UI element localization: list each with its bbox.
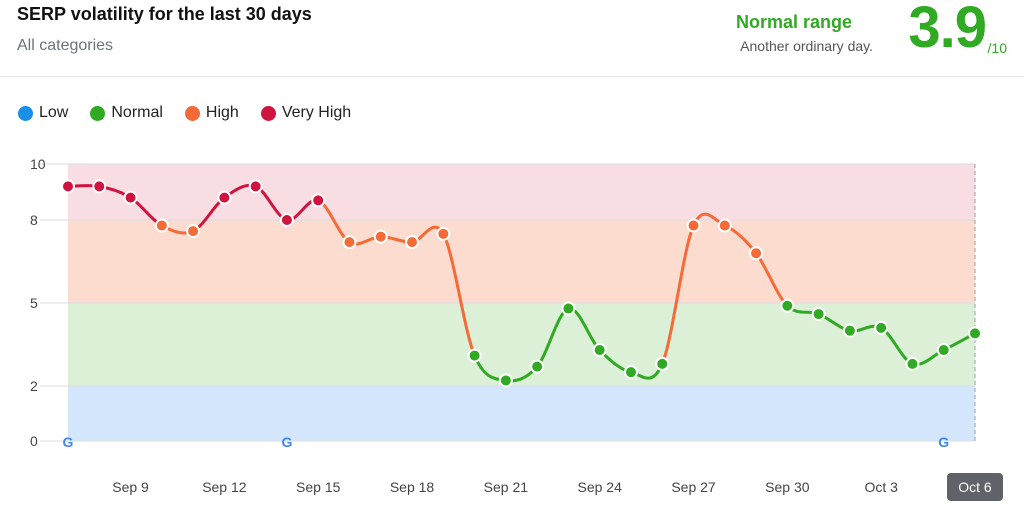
x-tick-label: Sep 24 [578, 479, 623, 495]
legend-item-normal[interactable]: Normal [90, 104, 163, 122]
data-point [936, 343, 951, 358]
data-point [186, 224, 201, 239]
x-tick-label: Sep 15 [296, 479, 341, 495]
data-point [123, 190, 138, 205]
data-point [467, 348, 482, 363]
data-point [154, 218, 169, 233]
header: SERP volatility for the last 30 days All… [0, 0, 1024, 77]
category-filter[interactable]: All categories [17, 37, 114, 54]
data-point [780, 298, 795, 313]
volatility-chart: 0 2 5 8 10 G G G Sep 9 Sep 12 Sep 15 Sep 18 Sep 21 Se… [30, 156, 1003, 501]
range-label: Normal range [735, 12, 852, 32]
y-tick-label: 8 [30, 212, 38, 228]
data-point [92, 179, 107, 194]
data-point [623, 365, 638, 380]
volatility-score: 3.9 [908, 0, 987, 60]
data-point [217, 190, 232, 205]
range-description: Another ordinary day. [740, 38, 873, 54]
data-point [342, 235, 357, 250]
x-tick-label: Sep 18 [390, 479, 435, 495]
data-point [686, 218, 701, 233]
data-point [561, 301, 576, 316]
google-update-icon: G [63, 434, 74, 450]
score-max: /10 [987, 40, 1007, 56]
legend-dot-icon [18, 105, 33, 121]
google-update-icon: G [281, 434, 292, 450]
band-normal [68, 303, 975, 386]
data-point [968, 326, 982, 341]
data-point [874, 320, 889, 335]
x-tick-label: Oct 6 [958, 479, 992, 495]
band-high [68, 220, 975, 303]
data-point [311, 193, 326, 208]
legend: Low Normal High Very High [18, 104, 351, 122]
data-point [436, 226, 451, 241]
y-tick-label: 0 [30, 433, 38, 449]
legend-item-low[interactable]: Low [18, 104, 68, 122]
data-point [905, 356, 920, 371]
y-tick-label: 2 [30, 378, 38, 394]
data-point [498, 373, 513, 388]
legend-label: High [205, 104, 239, 121]
data-point [592, 343, 607, 358]
x-tick-label: Sep 27 [671, 479, 716, 495]
series-line-segment [441, 232, 477, 358]
x-label-highlight [947, 473, 1003, 501]
data-point [530, 359, 545, 374]
data-point [842, 323, 857, 338]
legend-label: Normal [111, 104, 163, 121]
legend-label: Very High [281, 104, 352, 121]
legend-item-high[interactable]: High [184, 104, 239, 122]
band-very-high [68, 164, 975, 220]
chart-title: SERP volatility for the last 30 days [17, 4, 312, 24]
data-point [405, 235, 420, 250]
y-tick-label: 10 [30, 156, 46, 172]
band-low [68, 386, 975, 441]
data-point [717, 218, 732, 233]
data-point [248, 179, 263, 194]
x-tick-label: Oct 3 [864, 479, 898, 495]
x-tick-label: Sep 9 [112, 479, 149, 495]
x-tick-label: Sep 30 [765, 479, 810, 495]
legend-item-very-high[interactable]: Very High [260, 104, 352, 122]
legend-dot-icon [260, 105, 276, 121]
data-point [749, 246, 764, 261]
data-point [279, 213, 294, 227]
google-update-icon: G [938, 434, 949, 450]
data-point [811, 307, 826, 322]
x-tick-label: Sep 21 [484, 479, 529, 495]
x-tick-label: Sep 12 [202, 479, 247, 495]
y-tick-label: 5 [30, 295, 38, 311]
legend-dot-icon [184, 105, 200, 121]
data-point [61, 179, 75, 194]
series-line-segment [660, 224, 696, 366]
legend-label: Low [39, 104, 69, 121]
legend-dot-icon [90, 105, 106, 121]
data-point [373, 229, 388, 244]
data-point [655, 356, 670, 371]
